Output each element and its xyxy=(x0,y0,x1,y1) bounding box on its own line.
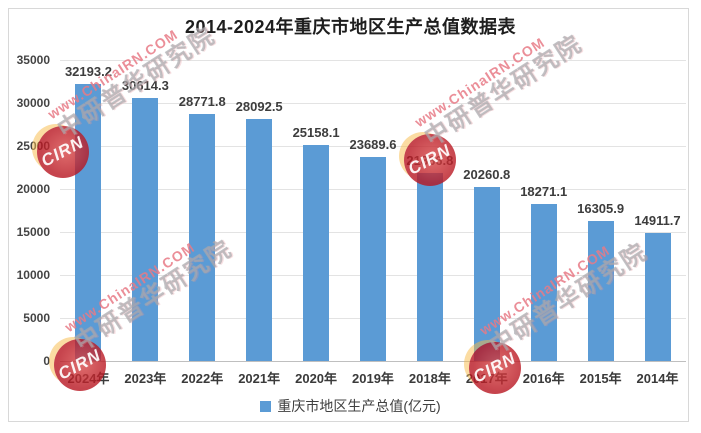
y-axis: 0 5000 10000 15000 20000 25000 30000 35000 xyxy=(0,53,54,368)
bar xyxy=(530,204,557,361)
bar xyxy=(132,98,159,361)
legend: 重庆市地区生产总值(亿元) xyxy=(0,396,701,416)
plot-area: 32193.2 30614.3 28771.8 28092.5 25158.1 23689… xyxy=(60,60,686,362)
x-tick-label: 2020年 xyxy=(295,371,338,386)
y-tick-label: 10000 xyxy=(16,268,50,282)
bar-column: 28771.8 xyxy=(174,60,231,361)
bar-series: 32193.2 30614.3 28771.8 28092.5 25158.1 23689… xyxy=(60,60,686,361)
x-tick-label: 2018年 xyxy=(408,371,451,386)
gridline xyxy=(60,361,686,362)
x-tick-label: 2022年 xyxy=(181,371,224,386)
bar xyxy=(246,119,273,361)
bar-value-label: 16305.9 xyxy=(577,201,625,216)
bar-value-label: 21866.8 xyxy=(406,153,454,168)
legend-label: 重庆市地区生产总值(亿元) xyxy=(277,398,441,414)
x-tick-label: 2021年 xyxy=(238,371,281,386)
bar-value-label: 28092.5 xyxy=(235,99,283,114)
bar-value-label: 28771.8 xyxy=(178,94,226,109)
bar-value-label: 23689.6 xyxy=(349,137,397,152)
bar xyxy=(473,187,500,361)
bar-value-label: 14911.7 xyxy=(634,213,681,228)
bar-value-label: 18271.1 xyxy=(520,184,568,199)
y-tick-label: 15000 xyxy=(16,225,50,239)
bar-value-label: 32193.2 xyxy=(64,64,112,79)
y-tick-label: 20000 xyxy=(16,182,50,196)
x-axis: 2024年 2023年 2022年 2021年 2020年 2019年 2018年 2017年… xyxy=(60,368,686,387)
x-tick-label: 2019年 xyxy=(352,371,394,386)
bar-column: 16305.9 xyxy=(572,60,629,361)
bar-column: 14911.7 xyxy=(629,60,686,361)
bar xyxy=(416,173,443,361)
gridline xyxy=(60,60,686,61)
bar-value-label: 20260.8 xyxy=(463,167,511,182)
x-tick-label: 2016年 xyxy=(522,371,565,386)
bar xyxy=(303,145,330,361)
x-tick-label: 2024年 xyxy=(67,371,110,386)
x-tick-label: 2015年 xyxy=(579,371,622,386)
x-tick-label: 2023年 xyxy=(124,371,167,386)
bar-column: 25158.1 xyxy=(288,60,345,361)
bar-column: 32193.2 xyxy=(60,60,117,361)
bar-column: 23689.6 xyxy=(345,60,402,361)
bar-column: 18271.1 xyxy=(515,60,572,361)
chart-frame xyxy=(8,8,689,422)
bar xyxy=(587,221,614,361)
bar xyxy=(189,114,216,361)
y-tick-label: 25000 xyxy=(16,139,50,153)
chart-title: 2014-2024年重庆市地区生产总值数据表 xyxy=(184,17,517,37)
y-tick-label: 30000 xyxy=(16,96,50,110)
y-tick-label: 5000 xyxy=(23,311,50,325)
bar xyxy=(644,233,671,361)
bar xyxy=(75,84,102,361)
bar-column: 30614.3 xyxy=(117,60,174,361)
y-tick-label: 35000 xyxy=(16,53,50,67)
gridline xyxy=(60,103,686,104)
bar-column: 21866.8 xyxy=(401,60,458,361)
y-tick-label: 0 xyxy=(43,354,50,368)
bar-value-label: 30614.3 xyxy=(121,78,169,93)
bar-column: 28092.5 xyxy=(231,60,288,361)
gridline xyxy=(60,146,686,147)
bar xyxy=(359,157,386,361)
legend-marker-icon xyxy=(260,400,272,412)
x-tick-label: 2014年 xyxy=(636,371,679,386)
bar-value-label: 25158.1 xyxy=(292,125,340,140)
x-tick-label: 2017年 xyxy=(465,371,508,386)
bar-column: 20260.8 xyxy=(458,60,515,361)
